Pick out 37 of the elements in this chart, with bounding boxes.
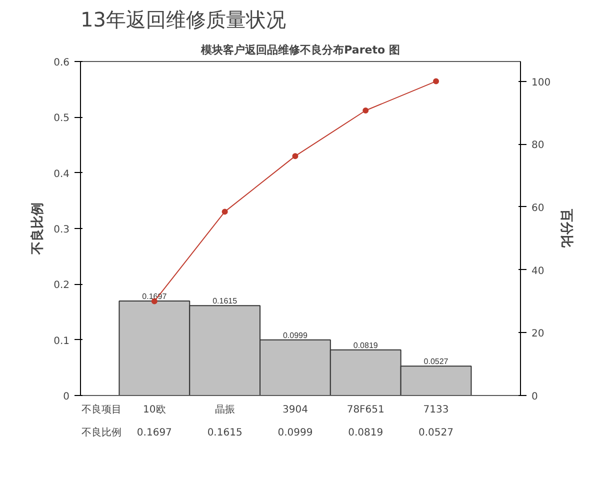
data-label: 0.1697 <box>136 428 172 438</box>
y2-axis-title: 百分比 <box>558 208 574 248</box>
y2-tick-label: 20 <box>532 328 544 340</box>
point <box>433 78 440 84</box>
y-tick-label: 0.5 <box>54 113 70 124</box>
x-tick-label: 3904 <box>282 404 308 416</box>
text: 0.1615 <box>212 296 238 306</box>
y2-tick-label: 100 <box>532 77 551 88</box>
text: 0.0999 <box>282 330 308 340</box>
chart-subtitle: 模块客户返回品维修不良分布Pareto 图 <box>200 44 400 56</box>
y2-tick-label: 0 <box>532 392 538 402</box>
point <box>292 153 298 160</box>
y-axis-title: 不良比例 <box>30 202 46 256</box>
data-label: 0.0999 <box>278 428 313 438</box>
y2-tick-label: 80 <box>532 140 544 152</box>
y-tick-label: 0 <box>63 392 70 402</box>
text: 0.0819 <box>353 340 378 350</box>
point <box>362 108 369 114</box>
y-tick-label: 0.4 <box>54 168 70 180</box>
data-label: 0.0819 <box>348 428 384 438</box>
text: 0.0527 <box>424 357 448 366</box>
y-tick-label: 0.1 <box>54 336 70 347</box>
y2-tick-label: 40 <box>532 266 544 277</box>
x-tick-label: 7133 <box>423 404 449 416</box>
x-tick-label: 晶振 <box>214 404 235 416</box>
point <box>222 208 228 215</box>
text: 不良项目 <box>82 404 122 416</box>
chart-title: 13年返回维修质量状况 <box>80 8 286 32</box>
text: 不良比例 <box>82 426 122 438</box>
data-label: 0.1615 <box>207 428 242 438</box>
y-tick-label: 0.6 <box>54 58 70 68</box>
y2-tick-label: 60 <box>532 202 544 214</box>
x-tick-label: 78F651 <box>346 404 384 416</box>
y-tick-label: 0.3 <box>54 224 70 236</box>
y-tick-label: 0.2 <box>54 280 70 292</box>
x-tick-label: 10欧 <box>143 404 166 416</box>
data-label: 0.0527 <box>418 428 454 438</box>
